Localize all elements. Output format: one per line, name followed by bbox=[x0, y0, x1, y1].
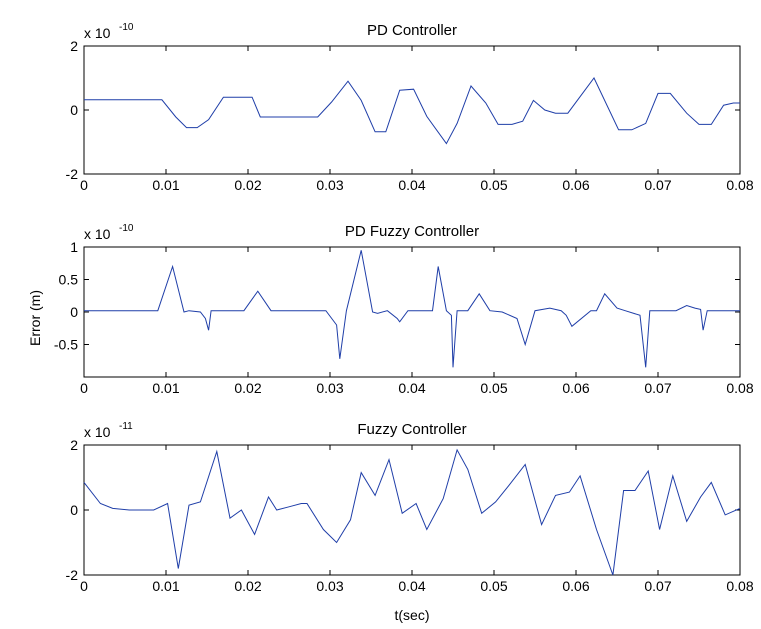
plot-area bbox=[83, 444, 741, 576]
subplot-panels: 0 0.01 0.02 0.03 0.04 0.05 0.06 0.07 0.08-202PD … bbox=[54, 22, 754, 594]
y-tick-label: 2 bbox=[70, 437, 78, 453]
subplot-2: 0 0.01 0.02 0.03 0.04 0.05 0.06 0.07 0.08 -0.5 0 0.… bbox=[54, 223, 754, 396]
x-tick-label: 0.01 bbox=[152, 177, 179, 193]
x-tick-label: 0.04 bbox=[398, 380, 425, 396]
y-multiplier-exponent: -11 bbox=[119, 421, 133, 432]
series-line bbox=[84, 77, 740, 145]
x-tick-label: 0.02 bbox=[234, 177, 261, 193]
y-tick-label: 0 bbox=[70, 502, 78, 518]
y-tick-label: -2 bbox=[66, 567, 79, 583]
y-tick-label: 0 bbox=[70, 304, 78, 320]
x-tick-label: 0 bbox=[80, 578, 88, 594]
x-tick-label: 0.04 bbox=[398, 578, 425, 594]
y-tick-label: 0 bbox=[70, 102, 78, 118]
series-line bbox=[83, 448, 741, 576]
x-tick-label: 0.08 bbox=[726, 177, 753, 193]
y-tick-label: 1 bbox=[70, 239, 78, 255]
subplot-title: PD Fuzzy Controller bbox=[345, 223, 479, 240]
y-multiplier-label: x 10 bbox=[84, 226, 111, 242]
y-tick-label: 2 bbox=[70, 38, 78, 54]
x-tick-label: 0.08 bbox=[726, 578, 753, 594]
x-tick-label: 0.05 bbox=[480, 380, 507, 396]
x-tick-label: 0.06 bbox=[562, 380, 589, 396]
x-tick-label: 0.07 bbox=[644, 177, 671, 193]
subplot-3: 0 0.01 0.02 0.03 0.04 0.05 0.06 0.07 0.08-202Fuz… bbox=[66, 421, 754, 594]
x-tick-label: 0.01 bbox=[152, 380, 179, 396]
x-tick-label: 0.02 bbox=[234, 578, 261, 594]
subplot-title: Fuzzy Controller bbox=[357, 421, 466, 438]
x-tick-label: 0.06 bbox=[562, 177, 589, 193]
x-tick-label: 0.03 bbox=[316, 578, 343, 594]
y-multiplier-exponent: -10 bbox=[119, 22, 134, 33]
x-tick-label: 0.05 bbox=[480, 177, 507, 193]
x-tick-label: 0.01 bbox=[152, 578, 179, 594]
x-tick-label: 0.05 bbox=[480, 578, 507, 594]
plot-area bbox=[83, 45, 741, 175]
y-tick-label: 0.5 bbox=[59, 272, 79, 288]
x-tick-label: 0.04 bbox=[398, 177, 425, 193]
x-tick-label: 0.08 bbox=[726, 380, 753, 396]
y-multiplier-exponent: -10 bbox=[119, 223, 134, 234]
x-tick-label: 0 bbox=[80, 380, 88, 396]
series-line bbox=[84, 250, 740, 368]
subplot-title: PD Controller bbox=[367, 22, 457, 39]
x-tick-label: 0 bbox=[80, 177, 88, 193]
x-tick-label: 0.02 bbox=[234, 380, 261, 396]
x-tick-label: 0.07 bbox=[644, 380, 671, 396]
x-tick-label: 0.06 bbox=[562, 578, 589, 594]
y-tick-label: -2 bbox=[66, 166, 79, 182]
y-axis-label: Error (m) bbox=[27, 290, 43, 346]
y-tick-label: -0.5 bbox=[54, 337, 78, 353]
x-tick-label: 0.03 bbox=[316, 380, 343, 396]
y-multiplier-label: x 10 bbox=[84, 424, 111, 440]
x-tick-label: 0.03 bbox=[316, 177, 343, 193]
subplot-1: 0 0.01 0.02 0.03 0.04 0.05 0.06 0.07 0.08-202PD … bbox=[66, 22, 754, 193]
plot-area bbox=[83, 246, 741, 378]
y-multiplier-label: x 10 bbox=[84, 25, 111, 41]
x-tick-label: 0.07 bbox=[644, 578, 671, 594]
x-axis-label: t(sec) bbox=[395, 607, 430, 623]
